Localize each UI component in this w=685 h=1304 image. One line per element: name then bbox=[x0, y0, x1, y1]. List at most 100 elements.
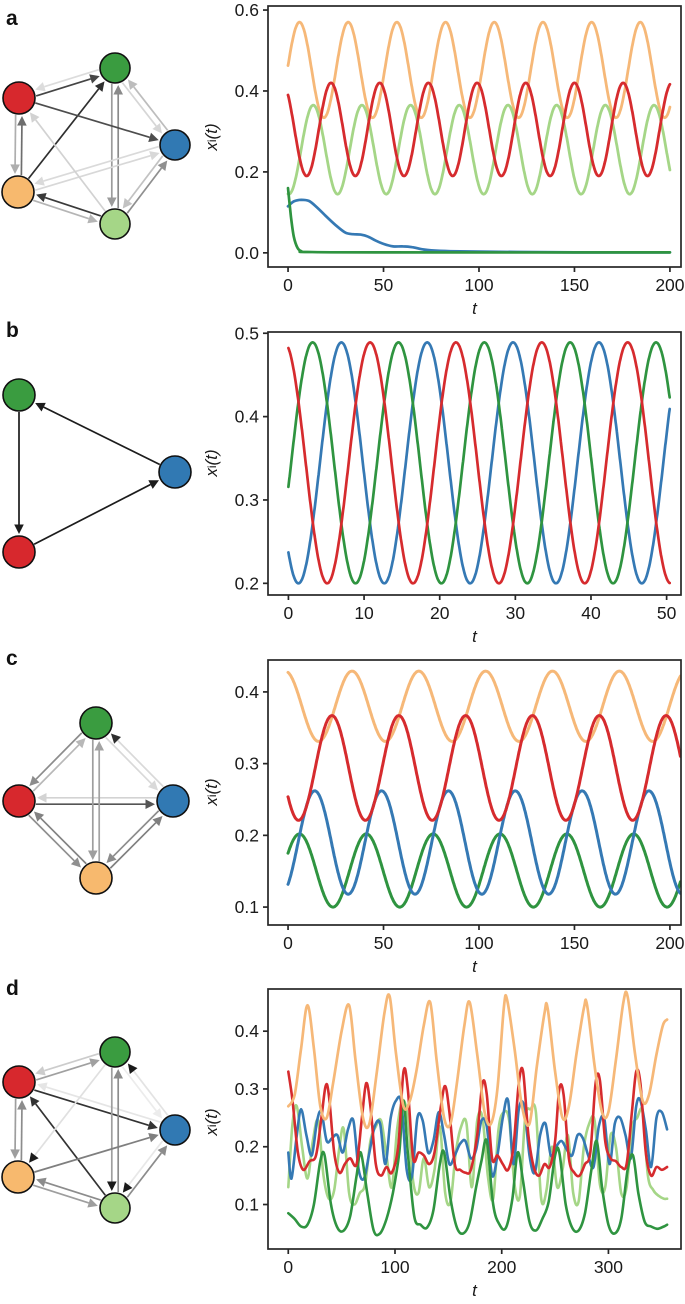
series-red-curve bbox=[287, 341, 672, 585]
series-blue-curve bbox=[287, 341, 672, 585]
edge-blue-to-green bbox=[116, 739, 164, 788]
edge-red-to-green bbox=[35, 1062, 91, 1081]
arrowhead-red-to-blue bbox=[148, 132, 159, 142]
arrowhead-orange-to-green bbox=[94, 741, 104, 751]
arrowhead-red-to-green bbox=[89, 74, 100, 84]
arrowhead-red-to-blue bbox=[148, 480, 159, 489]
plot-series-group-d bbox=[286, 990, 669, 1237]
x-tick-label: 100 bbox=[464, 933, 493, 953]
edge-blue-to-green bbox=[133, 1070, 169, 1116]
timeseries-plot-b: 0 10 20 30 40 50 0.2 0.3 0.4 0.5 t bbox=[235, 323, 682, 646]
arrowhead-red-to-green bbox=[75, 738, 86, 749]
x-axis-title-d: t bbox=[472, 1281, 478, 1300]
arrowhead-lgreen-to-orange bbox=[36, 1177, 47, 1187]
x-tick-label: 150 bbox=[560, 933, 589, 953]
plot-series-group-a bbox=[286, 20, 672, 254]
series-green-curve bbox=[286, 832, 681, 909]
edge-blue-to-green bbox=[43, 406, 161, 466]
arrowhead-green-to-blue bbox=[147, 780, 159, 791]
arrowhead-blue-to-lgreen bbox=[122, 198, 133, 209]
series-orange-curve bbox=[286, 669, 681, 743]
arrowhead-lgreen-to-orange bbox=[36, 193, 47, 203]
timeseries-plot-c: 0 50 100 150 200 0.1 0.2 0.3 0.4 t bbox=[235, 659, 685, 976]
edge-blue-to-lgreen bbox=[127, 155, 164, 202]
node-red bbox=[2, 535, 36, 569]
node-orange bbox=[1, 1160, 35, 1194]
arrowhead-orange-to-green bbox=[94, 81, 105, 92]
arrowhead-blue-to-red bbox=[37, 1082, 48, 1092]
arrowhead-blue-to-orange bbox=[106, 852, 117, 864]
series-green-curve bbox=[286, 186, 672, 254]
series-red-curve bbox=[286, 714, 681, 822]
y-tick-label: 0.2 bbox=[235, 825, 259, 845]
series-light-green-curve bbox=[286, 103, 672, 196]
y-tick-label: 0.4 bbox=[235, 81, 260, 101]
network-diagram-b bbox=[2, 378, 192, 569]
edge-green-to-red bbox=[35, 732, 83, 780]
arrowhead-green-to-red bbox=[35, 82, 46, 92]
node-lgreen bbox=[99, 1192, 131, 1224]
node-red bbox=[2, 1065, 36, 1099]
arrowhead-red-to-green bbox=[89, 1058, 100, 1068]
edge-green-to-red bbox=[44, 1052, 100, 1072]
x-tick-label: 50 bbox=[374, 933, 394, 953]
arrowhead-green-to-lgreen bbox=[107, 197, 117, 207]
edge-lgreen-to-orange bbox=[44, 196, 102, 217]
x-tick-label: 30 bbox=[506, 603, 526, 623]
edge-red-to-orange bbox=[28, 814, 75, 862]
arrowhead-lgreen-to-blue bbox=[157, 1145, 168, 1156]
x-tick-label: 10 bbox=[354, 603, 374, 623]
series-red-curve bbox=[287, 1066, 669, 1178]
edge-red-to-blue bbox=[33, 483, 151, 545]
y-tick-label: 0.2 bbox=[235, 573, 259, 593]
edge-lgreen-to-blue bbox=[126, 167, 163, 214]
arrowhead-green-to-lgreen bbox=[107, 1181, 117, 1191]
edge-green-to-blue bbox=[105, 736, 153, 785]
edge-orange-to-lgreen bbox=[32, 1184, 90, 1204]
arrowhead-lgreen-to-green bbox=[113, 1069, 123, 1079]
x-tick-label: 0 bbox=[283, 933, 293, 953]
x-tick-label: 200 bbox=[655, 933, 684, 953]
x-tick-label: 0 bbox=[283, 1257, 293, 1277]
x-axis-title-a: t bbox=[472, 299, 478, 318]
node-green bbox=[99, 1036, 131, 1068]
arrowhead-blue-to-lgreen bbox=[122, 1182, 133, 1193]
edge-blue-to-lgreen bbox=[127, 1140, 164, 1186]
x-tick-label: 0 bbox=[283, 275, 293, 295]
arrowhead-blue-to-green bbox=[127, 1063, 138, 1074]
edge-lgreen-to-blue bbox=[126, 1152, 163, 1198]
edge-orange-to-blue bbox=[34, 1136, 150, 1173]
x-tick-label: 100 bbox=[380, 1257, 409, 1277]
node-blue bbox=[159, 129, 191, 161]
node-blue bbox=[156, 784, 190, 818]
arrowhead-orange-to-lgreen bbox=[87, 214, 98, 224]
y-tick-label: 0.6 bbox=[235, 0, 259, 20]
arrowhead-orange-to-red bbox=[17, 116, 27, 126]
network-diagram-c bbox=[2, 706, 190, 895]
arrowhead-red-to-blue bbox=[147, 1120, 158, 1130]
arrowhead-red-to-orange bbox=[70, 857, 82, 868]
panel-label-c: c bbox=[6, 647, 18, 670]
edge-red-to-orange bbox=[14, 114, 17, 165]
arrowhead-orange-to-blue bbox=[149, 151, 160, 161]
arrowhead-red-to-orange bbox=[10, 1149, 20, 1159]
series-light-green-curve bbox=[287, 1098, 669, 1207]
x-tick-label: 50 bbox=[374, 275, 394, 295]
y-tick-label: 0.3 bbox=[235, 490, 259, 510]
edge-green-to-red bbox=[44, 68, 100, 88]
timeseries-plot-d: 0 100 200 300 0.1 0.2 0.3 0.4 t bbox=[235, 988, 682, 1300]
x-tick-label: 200 bbox=[655, 275, 684, 295]
x-tick-label: 50 bbox=[657, 603, 677, 623]
x-tick-label: 40 bbox=[581, 603, 601, 623]
series-green-curve bbox=[287, 341, 672, 585]
node-red bbox=[2, 81, 36, 115]
node-lgreen bbox=[99, 208, 131, 240]
arrowhead-blue-to-green bbox=[35, 402, 46, 412]
arrowhead-orange-to-lgreen bbox=[87, 1198, 98, 1208]
y-tick-label: 0.5 bbox=[235, 323, 259, 343]
edge-green-to-orange bbox=[34, 1064, 106, 1156]
edge-orange-to-green bbox=[27, 88, 100, 180]
edge-green-to-blue bbox=[121, 82, 157, 127]
edge-blue-to-red bbox=[45, 1086, 161, 1124]
